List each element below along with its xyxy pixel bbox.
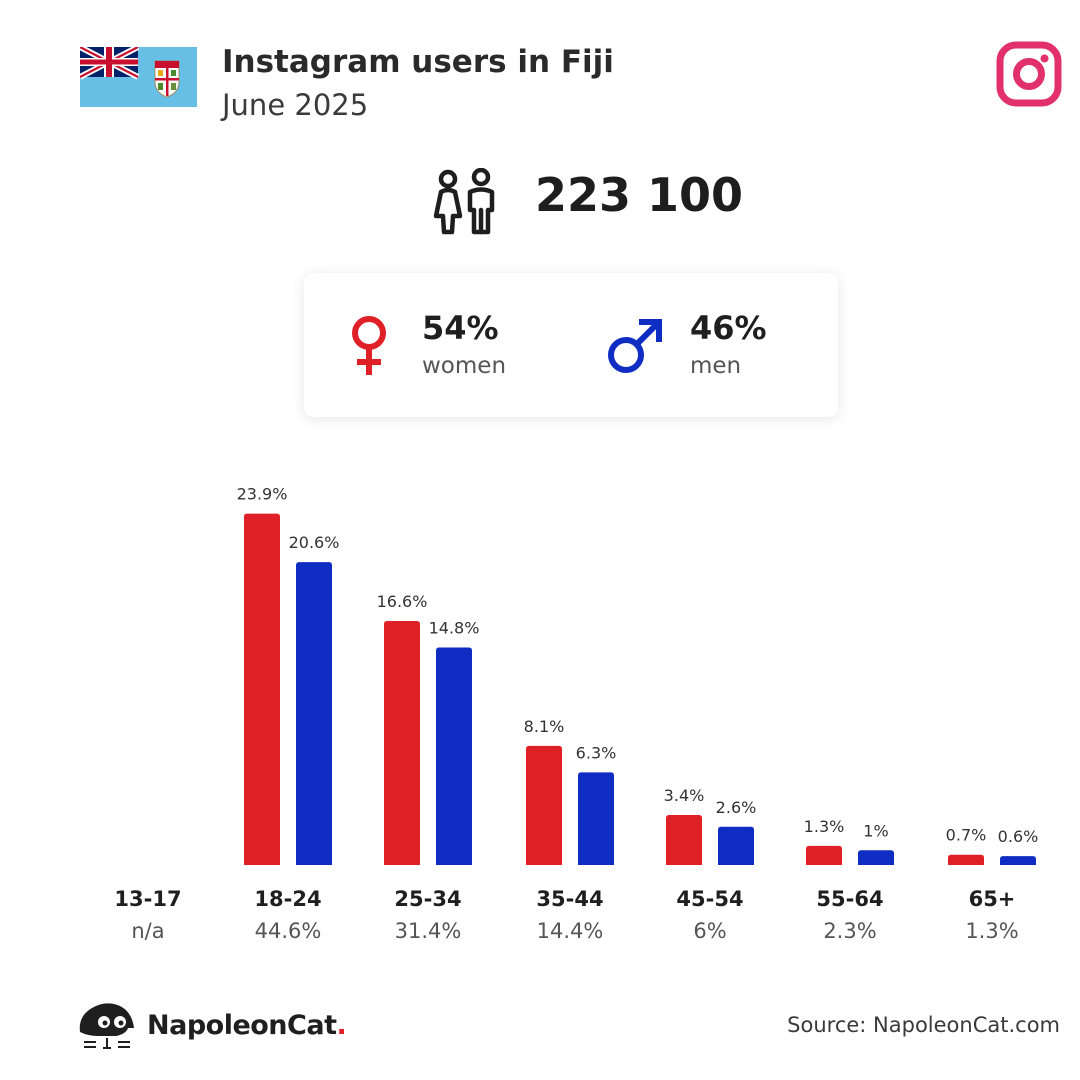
total-users-value: 223 100 (535, 168, 744, 222)
category-label-18-24: 18-24 (254, 887, 321, 911)
bar-women-25-34 (384, 620, 420, 865)
bar-label-men-35-44: 6.3% (576, 743, 617, 762)
men-percentage: 46% (690, 309, 767, 347)
people-icon (433, 168, 495, 235)
brand-name: NapoleonCat. (147, 1010, 347, 1041)
page-subtitle: June 2025 (222, 88, 369, 122)
source-credit: Source: NapoleonCat.com (787, 1013, 1060, 1037)
category-total-35-44: 14.4% (537, 919, 604, 943)
category-label-25-34: 25-34 (394, 887, 461, 911)
bar-men-45-54 (718, 826, 754, 865)
fiji-flag-icon (80, 47, 197, 107)
male-symbol-icon (608, 319, 662, 373)
instagram-icon (996, 41, 1062, 107)
category-total-18-24: 44.6% (255, 919, 322, 943)
category-total-55-64: 2.3% (823, 919, 876, 943)
category-total-25-34: 31.4% (395, 919, 462, 943)
bar-women-18-24 (244, 513, 280, 865)
bar-label-women-45-54: 3.4% (664, 786, 705, 805)
bar-men-65+ (1000, 856, 1036, 865)
gender-split-card (304, 273, 838, 417)
bar-label-women-25-34: 16.6% (377, 592, 428, 611)
bar-men-18-24 (296, 562, 332, 865)
bar-women-65+ (948, 854, 984, 865)
bar-label-women-35-44: 8.1% (524, 717, 565, 736)
men-label: men (690, 353, 742, 379)
page-title: Instagram users in Fiji (222, 44, 614, 80)
bar-men-55-64 (858, 850, 894, 865)
female-symbol-icon (352, 316, 386, 375)
age-gender-bar-chart: 13-17 n/a 23.9% 20.6% 18-24 44.6% 16.6%14.8% 25… (114, 485, 1039, 943)
bar-women-55-64 (806, 845, 842, 865)
bar-label-women-18-24: 23.9% (237, 485, 288, 504)
category-label-13-17: 13-17 (114, 887, 181, 911)
bar-women-35-44 (526, 745, 562, 865)
bar-women-45-54 (666, 815, 702, 865)
category-total-45-54: 6% (693, 919, 726, 943)
category-label-45-54: 45-54 (676, 887, 743, 911)
bar-label-men-65+: 0.6% (998, 827, 1039, 846)
bar-label-men-45-54: 2.6% (716, 798, 757, 817)
bar-label-men-55-64: 1% (863, 821, 888, 840)
women-label: women (422, 353, 507, 379)
bar-label-women-65+: 0.7% (946, 826, 987, 845)
napoleoncat-logo-icon (79, 1003, 134, 1049)
category-label-55-64: 55-64 (816, 887, 883, 911)
bar-men-25-34 (436, 647, 472, 865)
women-percentage: 54% (422, 309, 499, 347)
category-total-65+: 1.3% (965, 919, 1018, 943)
category-total-13-17: n/a (131, 919, 164, 943)
bar-label-men-25-34: 14.8% (429, 618, 480, 637)
category-label-65+: 65+ (969, 887, 1016, 911)
bar-label-men-18-24: 20.6% (289, 533, 340, 552)
bar-label-women-55-64: 1.3% (804, 817, 845, 836)
bar-men-35-44 (578, 772, 614, 865)
category-label-35-44: 35-44 (536, 887, 603, 911)
